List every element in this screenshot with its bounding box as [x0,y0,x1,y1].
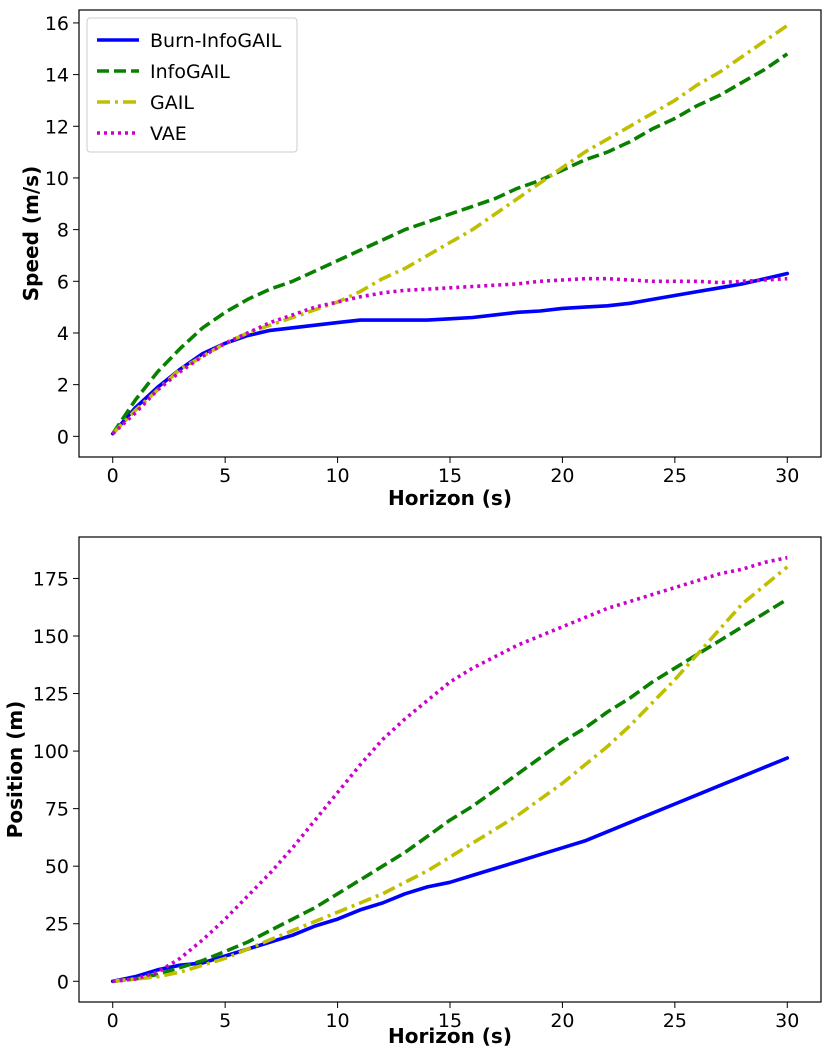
position-y-tick-label: 125 [33,684,69,706]
speed-y-tick-label: 6 [57,271,69,293]
speed-y-tick-label: 0 [57,426,69,448]
position-y-tick-label: 75 [45,799,69,821]
position-y-tick-label: 50 [45,856,69,878]
speed-x-tick-label: 0 [107,465,119,487]
speed-series-vae [111,276,788,436]
position-y-tick-label: 150 [33,626,69,648]
legend-label: GAIL [150,92,194,114]
position-y-tick-label: 25 [45,914,69,936]
speed-y-tick-label: 16 [45,13,69,35]
speed-y-tick-label: 8 [57,220,69,242]
position-ticks: 0 5 10 15 20 25 30 0 25 50 75 100 125 150 175 [33,568,800,1032]
position-x-tick-label: 0 [107,1010,119,1032]
position-y-axis-label: Position (m) [3,701,27,839]
speed-y-axis-label: Speed (m/s) [19,166,43,301]
speed-x-tick-label: 10 [325,465,349,487]
position-y-tick-label: 100 [33,741,69,763]
speed-y-tick-label: 14 [45,65,69,87]
position-axes-frame [78,536,822,1003]
legend-label: Burn-InfoGAIL [150,30,282,52]
speed-series-burn-infogail [110,271,790,436]
position-y-tick-label: 0 [57,971,69,993]
speed-y-tick-label: 4 [57,323,69,345]
speed-y-tick-label: 12 [45,116,69,138]
position-chart: 0 5 10 15 20 25 30 0 25 50 75 100 125 150 175 Horizon … [3,536,822,1048]
speed-x-tick-label: 30 [775,465,799,487]
speed-y-tick-label: 2 [57,375,69,397]
speed-x-axis-label: Horizon (s) [388,486,512,510]
position-series-burn-infogail [110,756,790,984]
speed-x-tick-label: 5 [219,465,231,487]
position-x-tick-label: 15 [438,1010,462,1032]
position-x-tick-label: 30 [775,1010,799,1032]
position-y-tick-label: 175 [33,568,69,590]
position-series-infogail [112,597,789,984]
position-series-gail [112,565,789,984]
speed-chart: 0 5 10 15 20 25 30 0 2 4 6 8 10 12 14 16 Horizon (s) Sp… [19,9,822,510]
position-x-tick-label: 25 [663,1010,687,1032]
position-x-tick-label: 5 [219,1010,231,1032]
legend-box [86,17,298,153]
legend-label: InfoGAIL [150,61,230,83]
position-plot-lines [110,555,790,984]
position-x-tick-label: 20 [550,1010,574,1032]
speed-ticks: 0 5 10 15 20 25 30 0 2 4 6 8 10 12 14 16 [45,13,800,487]
position-x-tick-label: 10 [325,1010,349,1032]
legend: Burn-InfoGAIL InfoGAIL GAIL VAE [86,17,298,153]
position-series-vae [112,555,788,984]
speed-y-tick-label: 10 [45,168,69,190]
speed-x-tick-label: 20 [550,465,574,487]
legend-label: VAE [150,123,187,145]
position-x-axis-label: Horizon (s) [388,1024,512,1048]
speed-x-tick-label: 15 [438,465,462,487]
speed-series-gail [111,24,789,435]
speed-series-infogail [111,52,789,435]
speed-x-tick-label: 25 [663,465,687,487]
speed-plot-lines [110,24,790,436]
